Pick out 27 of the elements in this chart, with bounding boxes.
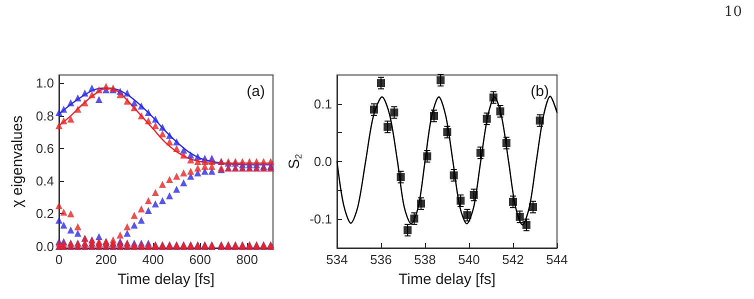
y-tick-label: 1.0 <box>36 76 54 91</box>
x-tick-label: 544 <box>546 252 568 267</box>
y-tick-label: 0.0 <box>36 238 54 254</box>
y-tick-label: 0.6 <box>36 140 54 156</box>
x-tick-label: 0 <box>55 252 63 267</box>
x-tick-label: 534 <box>326 252 348 267</box>
x-tick-label: 800 <box>236 252 258 267</box>
y-axis-title: S2 <box>286 154 304 170</box>
y-axis-title: χ eigenvalues <box>9 115 26 208</box>
x-tick-label: 540 <box>458 252 480 267</box>
x-tick-label: 400 <box>142 252 164 267</box>
y-tick-label: 0.8 <box>36 108 54 124</box>
x-tick-label: 200 <box>95 252 117 267</box>
x-axis-title: Time delay [fs] <box>398 271 496 288</box>
x-tick-label: 538 <box>414 252 436 267</box>
annotation: (b) <box>530 83 550 100</box>
x-axis-title: Time delay [fs] <box>118 271 214 288</box>
y-tick-label: -0.1 <box>310 212 332 227</box>
x-tick-label: 536 <box>370 252 392 267</box>
y-tick-label: 0.1 <box>314 96 332 112</box>
y-tick-label: 0.2 <box>36 206 54 222</box>
y-tick-label: 0.4 <box>36 174 54 189</box>
x-tick-label: 542 <box>502 252 524 267</box>
annotation: (a) <box>246 83 266 100</box>
x-tick-label: 600 <box>189 252 211 267</box>
text: 10 <box>724 4 742 20</box>
y-tick-label: 0.0 <box>314 154 332 169</box>
